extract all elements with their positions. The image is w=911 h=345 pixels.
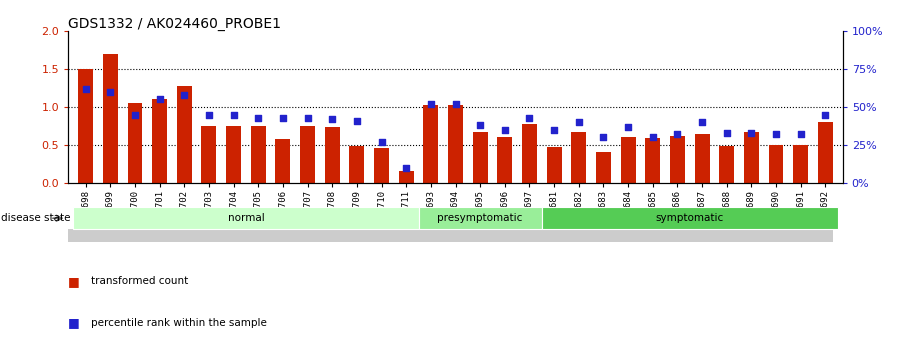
Text: transformed count: transformed count: [91, 276, 189, 286]
Point: [201, 112, 216, 117]
Point: [251, 115, 265, 120]
Bar: [818, 122, 833, 183]
Bar: [448, 105, 463, 183]
Bar: [325, 127, 340, 183]
Bar: [103, 54, 118, 183]
Bar: [128, 103, 142, 183]
Point: [78, 86, 93, 91]
Point: [769, 131, 783, 137]
Bar: [201, 126, 216, 183]
Point: [646, 135, 660, 140]
Point: [744, 130, 759, 136]
Point: [793, 131, 808, 137]
Bar: [542, 207, 838, 229]
Bar: [251, 126, 266, 183]
Bar: [645, 138, 660, 183]
Point: [571, 119, 586, 125]
Bar: [374, 148, 389, 183]
Point: [695, 119, 710, 125]
Point: [818, 112, 833, 117]
Point: [128, 112, 142, 117]
Point: [226, 112, 241, 117]
Bar: [473, 132, 487, 183]
Bar: [522, 124, 537, 183]
Point: [301, 115, 315, 120]
Point: [473, 122, 487, 128]
Point: [547, 127, 561, 132]
Bar: [670, 136, 685, 183]
Bar: [744, 132, 759, 183]
Bar: [571, 132, 586, 183]
Bar: [424, 106, 438, 183]
Bar: [68, 229, 833, 241]
Point: [325, 116, 340, 122]
Bar: [399, 171, 414, 183]
Point: [399, 165, 414, 170]
Text: normal: normal: [228, 214, 264, 223]
Point: [177, 92, 191, 98]
Point: [720, 130, 734, 136]
Bar: [350, 146, 364, 183]
Point: [424, 101, 438, 107]
Bar: [620, 137, 636, 183]
Point: [103, 89, 118, 95]
Bar: [547, 147, 561, 183]
Bar: [177, 86, 191, 183]
Point: [448, 101, 463, 107]
Text: disease state: disease state: [1, 214, 70, 223]
Bar: [793, 145, 808, 183]
Point: [152, 97, 167, 102]
Text: symptomatic: symptomatic: [656, 214, 724, 223]
Bar: [418, 207, 542, 229]
Point: [522, 115, 537, 120]
Text: presymptomatic: presymptomatic: [437, 214, 523, 223]
Point: [374, 139, 389, 145]
Text: ■: ■: [68, 316, 80, 329]
Bar: [300, 126, 315, 183]
Text: ■: ■: [68, 275, 80, 288]
Text: GDS1332 / AK024460_PROBE1: GDS1332 / AK024460_PROBE1: [68, 17, 281, 31]
Bar: [769, 145, 783, 183]
Point: [670, 131, 685, 137]
Point: [596, 135, 610, 140]
Bar: [720, 146, 734, 183]
Bar: [596, 152, 611, 183]
Point: [620, 124, 635, 129]
Point: [350, 118, 364, 124]
Bar: [152, 99, 167, 183]
Text: percentile rank within the sample: percentile rank within the sample: [91, 318, 267, 327]
Bar: [73, 207, 418, 229]
Bar: [226, 126, 241, 183]
Bar: [695, 134, 710, 183]
Bar: [275, 139, 291, 183]
Point: [276, 115, 291, 120]
Point: [497, 127, 512, 132]
Bar: [497, 137, 512, 183]
Bar: [78, 69, 93, 183]
